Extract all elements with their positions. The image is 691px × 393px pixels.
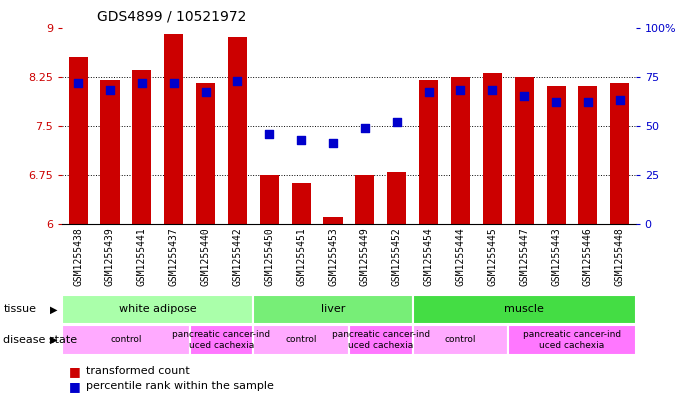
Text: percentile rank within the sample: percentile rank within the sample — [86, 381, 274, 391]
Point — [551, 99, 562, 105]
Bar — [292, 184, 311, 224]
Text: disease state: disease state — [3, 335, 77, 345]
Text: muscle: muscle — [504, 305, 544, 314]
Text: GSM1255449: GSM1255449 — [360, 228, 370, 286]
Text: control: control — [110, 336, 142, 344]
Bar — [451, 77, 470, 224]
Text: GSM1255451: GSM1255451 — [296, 228, 306, 286]
Text: control: control — [445, 336, 476, 344]
Point — [296, 136, 307, 143]
Text: tissue: tissue — [3, 305, 37, 314]
Text: GSM1255445: GSM1255445 — [487, 228, 498, 286]
Point — [232, 77, 243, 84]
Point — [168, 79, 179, 86]
Bar — [100, 80, 120, 224]
Bar — [189, 325, 254, 355]
Bar — [228, 37, 247, 224]
Point — [136, 79, 147, 86]
Text: GSM1255448: GSM1255448 — [615, 228, 625, 286]
Bar — [413, 325, 509, 355]
Bar — [323, 217, 343, 224]
Bar — [260, 175, 279, 224]
Point — [200, 89, 211, 95]
Point — [359, 125, 370, 131]
Text: GSM1255450: GSM1255450 — [264, 228, 274, 286]
Point — [328, 140, 339, 147]
Text: GDS4899 / 10521972: GDS4899 / 10521972 — [97, 10, 246, 24]
Bar — [483, 73, 502, 224]
Text: GSM1255437: GSM1255437 — [169, 228, 179, 286]
Point — [583, 99, 594, 105]
Point — [486, 87, 498, 94]
Text: GSM1255442: GSM1255442 — [232, 228, 243, 286]
Point — [519, 93, 530, 99]
Text: control: control — [285, 336, 317, 344]
Bar — [254, 325, 349, 355]
Bar — [515, 77, 533, 224]
Point — [73, 79, 84, 86]
Bar — [509, 325, 636, 355]
Bar — [547, 86, 566, 224]
Point — [455, 87, 466, 94]
Text: GSM1255438: GSM1255438 — [73, 228, 83, 286]
Bar — [62, 296, 254, 324]
Bar — [578, 86, 598, 224]
Text: GSM1255446: GSM1255446 — [583, 228, 593, 286]
Point — [264, 130, 275, 137]
Point — [104, 87, 115, 94]
Bar — [610, 83, 630, 224]
Text: GSM1255447: GSM1255447 — [519, 228, 529, 286]
Text: GSM1255441: GSM1255441 — [137, 228, 147, 286]
Text: GSM1255444: GSM1255444 — [455, 228, 466, 286]
Bar — [196, 83, 215, 224]
Text: ▶: ▶ — [50, 335, 57, 345]
Text: white adipose: white adipose — [119, 305, 197, 314]
Bar — [413, 296, 636, 324]
Bar — [62, 325, 189, 355]
Text: GSM1255453: GSM1255453 — [328, 228, 338, 286]
Text: GSM1255439: GSM1255439 — [105, 228, 115, 286]
Text: GSM1255443: GSM1255443 — [551, 228, 561, 286]
Bar — [68, 57, 88, 224]
Bar — [254, 296, 413, 324]
Point — [423, 89, 434, 95]
Point — [614, 97, 625, 103]
Bar — [132, 70, 151, 224]
Bar — [387, 172, 406, 224]
Text: pancreatic cancer-ind
uced cachexia: pancreatic cancer-ind uced cachexia — [332, 330, 430, 350]
Point — [391, 119, 402, 125]
Bar — [164, 34, 183, 224]
Text: GSM1255440: GSM1255440 — [200, 228, 211, 286]
Text: GSM1255454: GSM1255454 — [424, 228, 434, 286]
Text: transformed count: transformed count — [86, 366, 190, 376]
Bar — [355, 175, 375, 224]
Text: GSM1255452: GSM1255452 — [392, 228, 401, 286]
Text: liver: liver — [321, 305, 346, 314]
Text: pancreatic cancer-ind
uced cachexia: pancreatic cancer-ind uced cachexia — [523, 330, 621, 350]
Text: ■: ■ — [69, 380, 81, 393]
Bar — [349, 325, 413, 355]
Bar — [419, 80, 438, 224]
Text: pancreatic cancer-ind
uced cachexia: pancreatic cancer-ind uced cachexia — [173, 330, 271, 350]
Text: ▶: ▶ — [50, 305, 57, 314]
Text: ■: ■ — [69, 365, 81, 378]
